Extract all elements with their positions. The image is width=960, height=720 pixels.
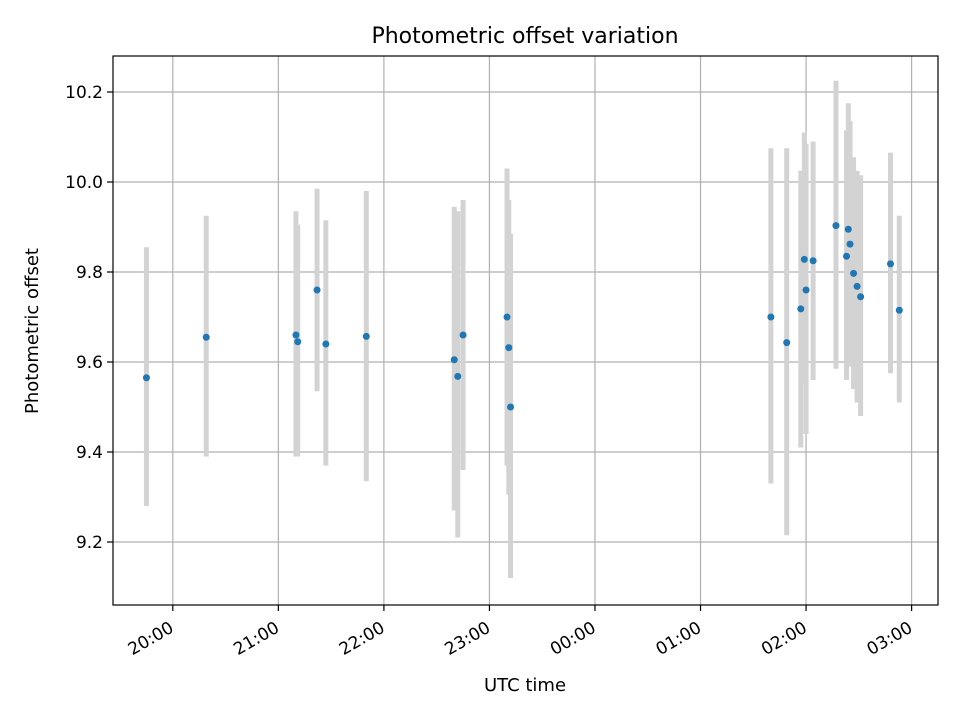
x-tick-label: 23:00: [442, 618, 494, 660]
data-point: [853, 282, 861, 290]
data-point: [503, 313, 511, 321]
y-tick-label: 10.2: [65, 83, 103, 103]
data-point: [800, 255, 808, 263]
data-point: [857, 293, 865, 301]
data-point: [797, 305, 805, 313]
data-point: [802, 286, 810, 294]
data-point: [362, 332, 370, 340]
x-tick-label: 03:00: [864, 618, 916, 660]
x-axis-ticks: 20:00 21:00 22:00 23:00 00:00 01:00 02:00 03:00: [125, 605, 916, 660]
y-axis-ticks: 9.2 9.4 9.6 9.8 10.0 10.2: [65, 83, 113, 553]
data-points: [142, 222, 903, 411]
y-tick-label: 9.2: [76, 533, 103, 553]
data-point: [809, 257, 817, 265]
data-point: [846, 240, 854, 248]
data-point: [292, 331, 300, 339]
x-tick-label: 21:00: [230, 618, 282, 660]
data-point: [507, 403, 515, 411]
data-point: [832, 222, 840, 230]
data-point: [142, 374, 150, 382]
x-tick-label: 02:00: [758, 618, 810, 660]
data-point: [843, 252, 851, 260]
data-point: [322, 340, 330, 348]
data-point: [887, 260, 895, 268]
data-point: [505, 344, 513, 352]
data-point: [767, 313, 775, 321]
data-point: [313, 286, 321, 294]
y-tick-label: 9.4: [76, 443, 103, 463]
data-point: [202, 333, 210, 341]
y-tick-label: 9.8: [76, 263, 103, 283]
data-point: [783, 339, 791, 347]
x-tick-label: 22:00: [336, 618, 388, 660]
data-point: [450, 356, 458, 364]
data-point: [895, 306, 903, 314]
data-point: [459, 331, 467, 339]
x-axis-label: UTC time: [484, 675, 566, 696]
data-point: [844, 225, 852, 233]
chart-title: Photometric offset variation: [371, 24, 678, 49]
y-tick-label: 10.0: [65, 173, 103, 193]
x-tick-label: 00:00: [547, 618, 599, 660]
data-point: [294, 338, 302, 346]
y-tick-label: 9.6: [76, 353, 103, 373]
data-point: [454, 372, 462, 380]
data-point: [850, 269, 858, 277]
x-tick-label: 20:00: [125, 618, 177, 660]
error-bars: [143, 80, 902, 578]
plot-frame: [112, 55, 939, 606]
y-axis-label: Photometric offset: [22, 248, 43, 414]
x-tick-label: 01:00: [653, 618, 705, 660]
